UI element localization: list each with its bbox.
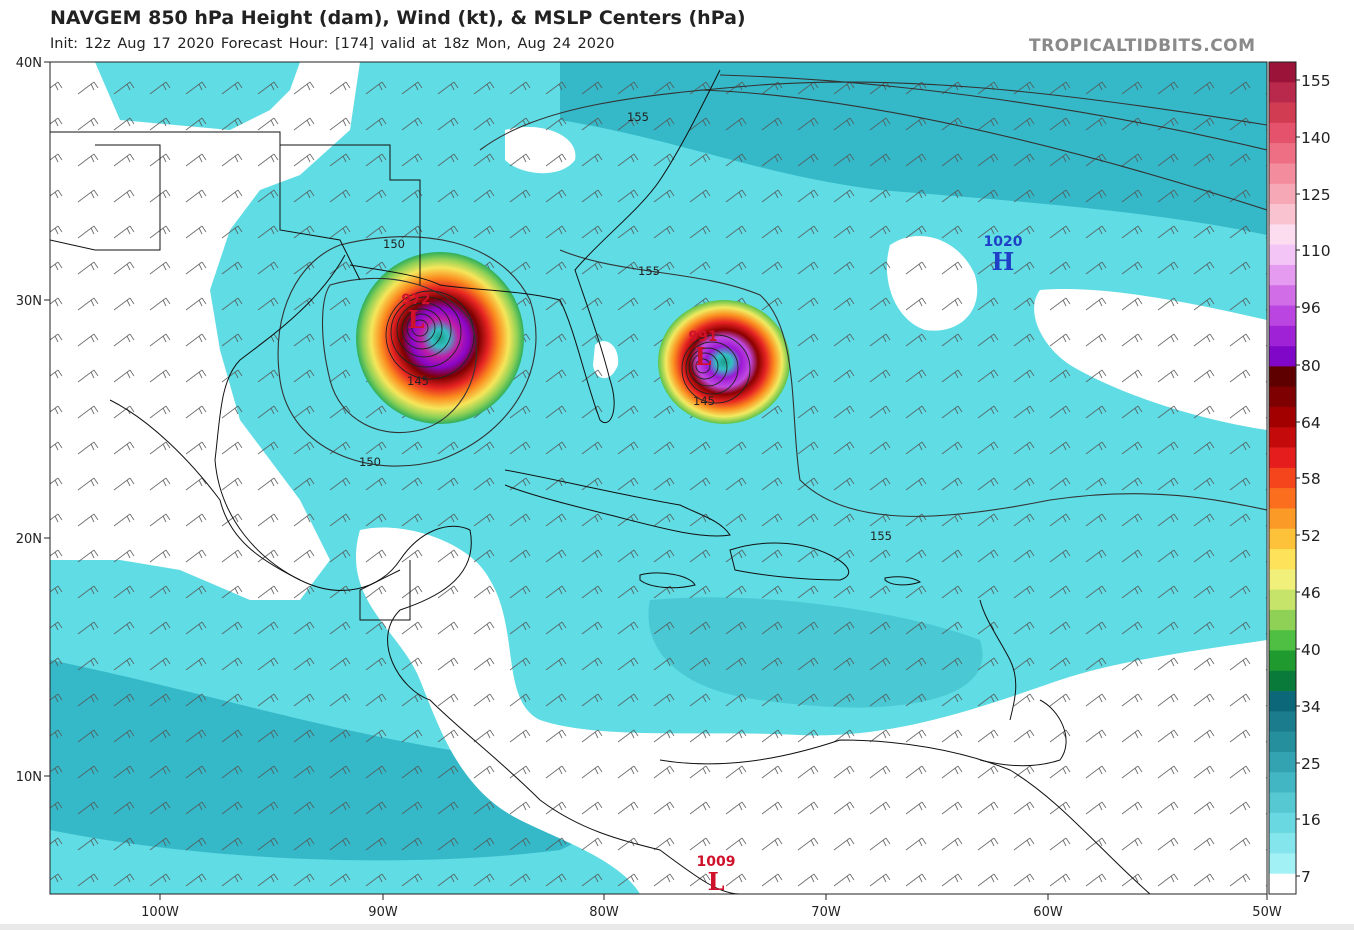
- colorbar-segment: [1269, 285, 1296, 306]
- colorbar-label: 16: [1301, 811, 1321, 829]
- colorbar-segment: [1269, 123, 1296, 144]
- colorbar-segment: [1269, 427, 1296, 448]
- bottom-strip: [0, 924, 1354, 930]
- colorbar-segment: [1269, 184, 1296, 205]
- colorbar-segment: [1269, 529, 1296, 550]
- colorbar-segment: [1269, 143, 1296, 164]
- colorbar-segment: [1269, 650, 1296, 671]
- colorbar-segment: [1269, 62, 1296, 83]
- wind-barbs: [50, 62, 1267, 894]
- lat-label: 20N: [16, 532, 42, 547]
- colorbar-label: 125: [1301, 186, 1331, 204]
- colorbar-label: 46: [1301, 584, 1321, 602]
- contour-label: 145: [693, 394, 715, 408]
- colorbar-segment: [1269, 590, 1296, 611]
- colorbar-segment: [1269, 468, 1296, 489]
- lon-label: 80W: [589, 905, 619, 920]
- colorbar-segment: [1269, 407, 1296, 428]
- colorbar-label: 140: [1301, 129, 1331, 147]
- colorbar-segment: [1269, 752, 1296, 773]
- colorbar-segment: [1269, 874, 1296, 895]
- colorbar-label: 96: [1301, 299, 1321, 317]
- colorbar-segment: [1269, 833, 1296, 854]
- lat-label: 40N: [16, 56, 42, 71]
- longitude-labels: 100W 90W 80W 70W 60W 50W: [141, 894, 1282, 920]
- colorbar-label: 64: [1301, 414, 1321, 432]
- colorbar-label: 155: [1301, 72, 1331, 90]
- lon-label: 70W: [811, 905, 841, 920]
- low-pressure-symbol: L: [708, 867, 725, 896]
- latitude-labels: 40N 30N 20N 10N: [16, 56, 50, 785]
- colorbar-segment: [1269, 224, 1296, 245]
- low-pressure-symbol: L: [408, 305, 425, 334]
- colorbar-segment: [1269, 813, 1296, 834]
- contour-label: 155: [870, 529, 892, 543]
- colorbar-segment: [1269, 163, 1296, 184]
- contour-label: 150: [383, 237, 405, 251]
- colorbar-segment: [1269, 346, 1296, 367]
- colorbar-segment: [1269, 387, 1296, 408]
- colorbar-segment: [1269, 691, 1296, 712]
- storm-atlantic-wind-core: [658, 300, 790, 424]
- colorbar-segment: [1269, 488, 1296, 509]
- high-pressure-symbol: H: [992, 247, 1015, 276]
- colorbar-label: 34: [1301, 698, 1321, 716]
- low-pressure-symbol: L: [695, 342, 712, 371]
- lat-label: 30N: [16, 294, 42, 309]
- colorbar-label: 110: [1301, 242, 1331, 260]
- colorbar-segment: [1269, 508, 1296, 529]
- colorbar-segment: [1269, 204, 1296, 225]
- map-area: [50, 62, 1267, 894]
- lon-label: 60W: [1033, 905, 1063, 920]
- colorbar-segment: [1269, 772, 1296, 793]
- lon-label: 90W: [368, 905, 398, 920]
- colorbar-segment: [1269, 366, 1296, 387]
- colorbar-segment: [1269, 711, 1296, 732]
- colorbar-label: 80: [1301, 357, 1321, 375]
- lon-label: 50W: [1252, 905, 1282, 920]
- colorbar-segment: [1269, 569, 1296, 590]
- colorbar-segment: [1269, 306, 1296, 327]
- colorbar-label: 25: [1301, 755, 1321, 773]
- lat-label: 10N: [16, 770, 42, 785]
- colorbar-segment: [1269, 245, 1296, 266]
- colorbar-label: 58: [1301, 470, 1321, 488]
- colorbar-segment: [1269, 103, 1296, 124]
- colorbar-segment: [1269, 853, 1296, 874]
- colorbar-segment: [1269, 610, 1296, 631]
- contour-label: 145: [407, 374, 429, 388]
- colorbar-segment: [1269, 671, 1296, 692]
- colorbar-label: 52: [1301, 527, 1321, 545]
- colorbar-segment: [1269, 732, 1296, 753]
- colorbar-segment: [1269, 630, 1296, 651]
- colorbar: 155 140 125 110 96 80 64 58 52 46 40 34 25 16 7: [1269, 62, 1331, 894]
- contour-label: 155: [627, 110, 649, 124]
- lon-label: 100W: [141, 905, 179, 920]
- colorbar-label: 7: [1301, 868, 1311, 886]
- colorbar-segment: [1269, 448, 1296, 469]
- colorbar-segment: [1269, 326, 1296, 347]
- contour-label: 150: [359, 455, 381, 469]
- colorbar-segment: [1269, 549, 1296, 570]
- colorbar-segment: [1269, 793, 1296, 814]
- colorbar-segment: [1269, 82, 1296, 103]
- colorbar-label: 40: [1301, 641, 1321, 659]
- colorbar-segment: [1269, 265, 1296, 286]
- contour-label: 155: [638, 264, 660, 278]
